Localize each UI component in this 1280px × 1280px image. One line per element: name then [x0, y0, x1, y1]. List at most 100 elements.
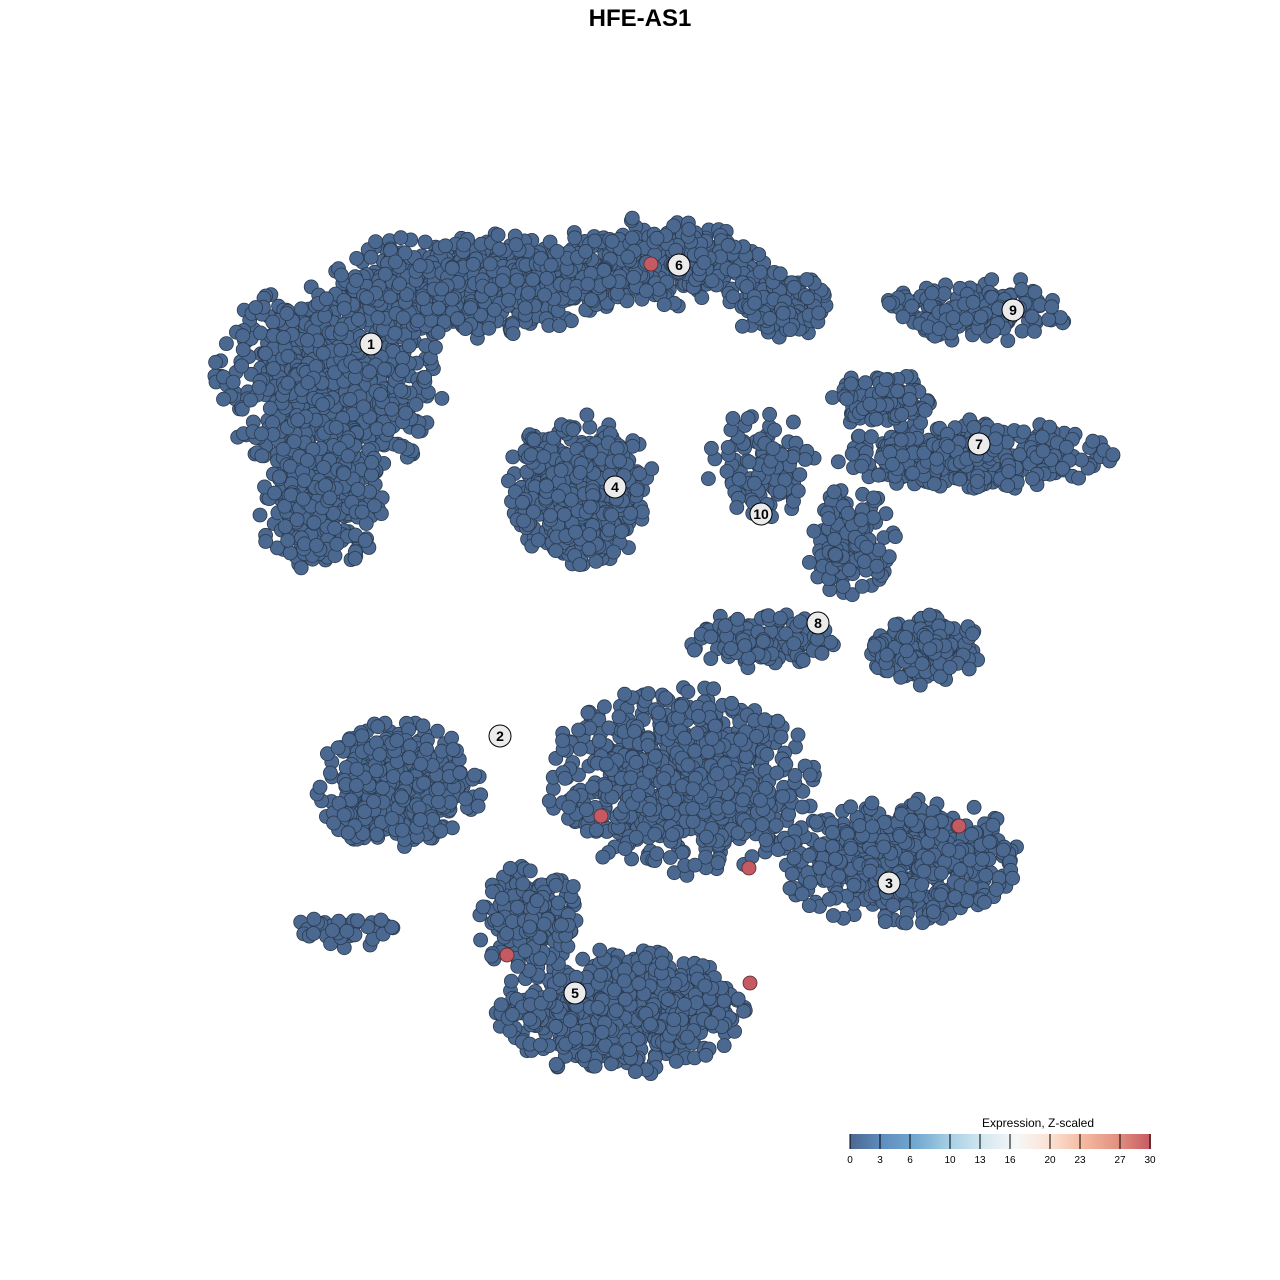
cell-point — [394, 822, 410, 838]
cell-point — [830, 454, 846, 470]
cell-point — [826, 484, 842, 500]
cell-point — [656, 297, 672, 313]
cell-point — [940, 439, 956, 454]
cell-point — [252, 507, 268, 523]
cell-point — [235, 328, 251, 344]
cell-point — [729, 500, 745, 515]
cell-point — [509, 272, 525, 288]
cell-point — [735, 318, 750, 334]
cell-point — [275, 330, 291, 346]
cell-point — [354, 728, 370, 744]
cell-point — [216, 391, 231, 407]
points-layer — [207, 210, 1121, 1081]
cell-point — [354, 504, 370, 520]
cell-point — [548, 543, 564, 559]
cell-point — [501, 292, 517, 308]
cell-point — [243, 392, 258, 408]
cell-point — [377, 266, 393, 282]
cell-point — [410, 313, 426, 329]
cell-point — [347, 359, 363, 375]
cell-point — [428, 339, 443, 355]
cell-point — [1059, 439, 1074, 455]
cell-point — [280, 375, 296, 391]
cell-point — [582, 527, 597, 542]
cell-point — [375, 780, 391, 796]
cell-point — [329, 536, 345, 552]
cell-point — [296, 473, 312, 489]
cell-point — [835, 579, 851, 594]
cell-point — [398, 405, 414, 421]
cell-point — [444, 291, 460, 307]
cell-point — [720, 439, 736, 455]
cell-point — [470, 798, 486, 814]
cell-point — [703, 651, 719, 666]
cell-point — [1014, 323, 1030, 339]
cell-point — [572, 464, 588, 480]
cell-point — [543, 257, 559, 273]
cell-point — [581, 541, 597, 557]
cell-point — [723, 641, 739, 656]
cell-point — [917, 402, 933, 418]
cell-point — [458, 791, 474, 807]
cell-point — [799, 272, 815, 287]
cell-point — [772, 266, 788, 282]
cell-point — [1105, 447, 1121, 463]
cell-point — [373, 387, 388, 402]
cell-point — [952, 471, 968, 487]
cell-point — [434, 281, 450, 297]
cell-point — [431, 300, 447, 316]
cell-point — [333, 342, 349, 358]
cell-point — [416, 775, 432, 791]
cell-point — [333, 321, 349, 337]
cell-point — [267, 485, 283, 501]
cell-point — [582, 499, 598, 515]
cell-point — [518, 300, 533, 316]
cell-point — [401, 338, 417, 354]
cell-point — [413, 756, 429, 772]
cell-point — [392, 276, 407, 292]
cell-point — [494, 273, 510, 289]
cell-point — [565, 422, 581, 438]
cell-point — [235, 342, 251, 358]
cell-point — [366, 498, 382, 514]
cell-point — [318, 478, 333, 493]
cell-point — [551, 488, 566, 504]
cell-point — [300, 375, 316, 391]
cell-point — [772, 484, 788, 500]
cell-point — [349, 250, 365, 266]
cell-point — [218, 336, 234, 352]
cell-point — [797, 452, 813, 467]
cell-point — [1024, 309, 1040, 325]
cell-point — [862, 396, 878, 412]
cell-point — [890, 383, 905, 399]
cell-point — [601, 522, 617, 538]
cell-point — [651, 281, 667, 297]
cell-point — [624, 230, 640, 246]
cell-point — [844, 446, 860, 462]
cell-point — [536, 449, 552, 465]
cell-point — [377, 361, 393, 377]
cell-point — [747, 475, 762, 491]
cell-point — [415, 718, 431, 734]
cell-point — [399, 770, 415, 786]
cell-point — [279, 306, 295, 321]
cell-point — [986, 324, 1001, 339]
cell-point — [392, 438, 408, 454]
cell-point — [775, 305, 791, 321]
cell-point — [530, 532, 546, 548]
cell-point — [419, 741, 435, 757]
cell-point — [265, 361, 281, 377]
cell-point — [394, 789, 410, 805]
cell-point — [257, 345, 273, 361]
cell-point — [620, 249, 636, 265]
cell-point — [336, 300, 352, 316]
cell-point — [322, 490, 338, 506]
cell-point — [356, 399, 371, 415]
cell-point — [568, 524, 583, 540]
cell-point — [800, 290, 815, 306]
cell-point — [372, 747, 388, 762]
cell-point — [389, 733, 405, 748]
cell-point — [567, 230, 583, 246]
cell-point — [490, 227, 506, 243]
cell-point — [871, 542, 887, 558]
